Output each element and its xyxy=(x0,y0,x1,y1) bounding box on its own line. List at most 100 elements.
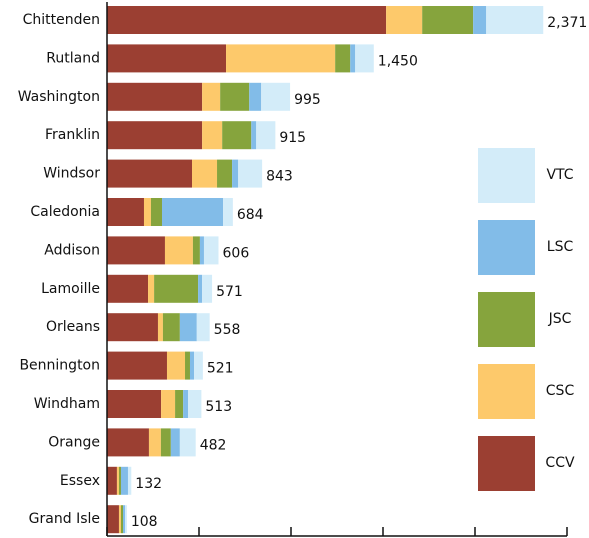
bar-segment xyxy=(202,82,221,111)
category-label: Lamoille xyxy=(41,281,100,297)
category-label: Essex xyxy=(60,473,100,489)
bar-segment xyxy=(116,466,119,495)
legend-label: VTC xyxy=(546,167,573,183)
total-label: 995 xyxy=(294,92,321,108)
total-label: 513 xyxy=(205,399,232,415)
bar-segment xyxy=(107,428,149,457)
legend-swatch xyxy=(478,436,535,491)
bar-segment xyxy=(220,82,250,111)
legend-swatch xyxy=(478,292,535,347)
bar-segment xyxy=(183,390,189,418)
category-label: Orleans xyxy=(46,319,100,335)
bar-segment xyxy=(199,236,204,265)
bar-segment xyxy=(238,159,263,188)
total-label: 915 xyxy=(279,130,306,146)
bar-segment xyxy=(162,313,180,342)
legend-swatch xyxy=(478,364,535,419)
category-label: Franklin xyxy=(45,127,100,143)
total-label: 558 xyxy=(214,322,241,338)
total-label: 843 xyxy=(266,169,293,185)
bar-segment xyxy=(107,274,149,303)
category-label: Windsor xyxy=(43,166,100,182)
bar-segment xyxy=(161,390,176,418)
bar-segment xyxy=(162,198,224,226)
bar-segment xyxy=(125,505,127,534)
bar-segment xyxy=(118,466,121,495)
bar-segment xyxy=(251,121,257,150)
total-label: 521 xyxy=(207,361,234,377)
bar-segment xyxy=(202,274,213,303)
bar-segment xyxy=(196,313,210,342)
bar-segment xyxy=(107,313,158,342)
bar-segment xyxy=(157,313,163,342)
bar-segment xyxy=(189,351,195,380)
bar-segment xyxy=(107,44,227,73)
category-label: Windham xyxy=(34,396,100,412)
total-label: 482 xyxy=(200,437,227,453)
bar-segment xyxy=(261,82,291,111)
bar-segment xyxy=(160,428,171,457)
bar-segment xyxy=(107,198,144,226)
bar-segment xyxy=(107,466,117,495)
total-label: 1,450 xyxy=(378,53,418,69)
category-label: Grand Isle xyxy=(29,511,100,527)
bar-segment xyxy=(175,390,184,418)
bar-segment xyxy=(107,236,165,265)
bar-segment xyxy=(148,274,155,303)
legend-swatch xyxy=(478,220,535,275)
total-label: 108 xyxy=(131,514,158,530)
bar-segment xyxy=(107,159,193,188)
bar-segment xyxy=(222,121,252,150)
bar-segment xyxy=(203,236,219,265)
bar-segment xyxy=(179,313,197,342)
bar-segment xyxy=(355,44,374,73)
category-label: Chittenden xyxy=(23,12,100,28)
bar-segment xyxy=(386,6,423,34)
bar-segment xyxy=(217,159,233,188)
legend-label: CCV xyxy=(545,455,575,471)
total-label: 132 xyxy=(135,476,162,492)
bar-segment xyxy=(188,390,202,418)
bar-segment xyxy=(202,121,223,150)
bar-segment xyxy=(107,505,119,534)
bar-segment xyxy=(164,236,193,265)
bar-segment xyxy=(198,274,203,303)
bar-segment xyxy=(335,44,351,73)
bar-segment xyxy=(154,274,199,303)
bar-segment xyxy=(123,505,126,534)
category-label: Addison xyxy=(44,242,100,258)
bar-segment xyxy=(249,82,262,111)
bar-segment xyxy=(150,198,163,226)
bar-segment xyxy=(107,390,162,418)
bar-segment xyxy=(170,428,180,457)
bar-segment xyxy=(422,6,474,34)
legend-label: JSC xyxy=(548,311,572,327)
bar-segment xyxy=(185,351,190,380)
bar-segment xyxy=(486,6,544,34)
total-label: 684 xyxy=(237,207,264,223)
bar-segment xyxy=(194,351,203,380)
category-label: Bennington xyxy=(19,358,100,374)
bar-segment xyxy=(107,82,203,111)
category-label: Orange xyxy=(48,434,100,450)
bar-segment xyxy=(120,505,124,534)
category-label: Caledonia xyxy=(30,204,100,220)
legend-swatch xyxy=(478,148,535,203)
bar-segment xyxy=(148,428,161,457)
total-label: 2,371 xyxy=(547,15,587,31)
bar-segment xyxy=(107,121,203,150)
bar-segment xyxy=(127,466,132,495)
bar-segment xyxy=(118,505,121,534)
bar-segment xyxy=(192,159,218,188)
bar-segment xyxy=(223,198,233,226)
bar-segment xyxy=(179,428,196,457)
bar-segment xyxy=(166,351,186,380)
total-label: 606 xyxy=(223,245,250,261)
legend-label: LSC xyxy=(547,239,574,255)
total-label: 571 xyxy=(216,284,243,300)
category-label: Rutland xyxy=(46,50,100,66)
bar-segment xyxy=(120,466,128,495)
bar-segment xyxy=(107,351,167,380)
bar-segment xyxy=(256,121,276,150)
